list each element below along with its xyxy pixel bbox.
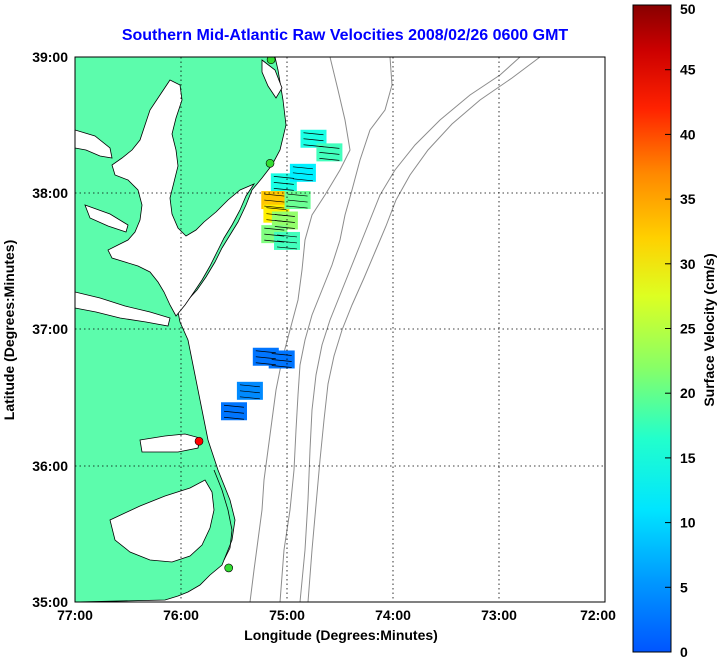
velocity-arrow bbox=[287, 199, 308, 203]
velocity-arrow bbox=[319, 152, 340, 155]
x-tick-label: 76:00 bbox=[163, 607, 199, 623]
velocity-arrow bbox=[274, 226, 295, 229]
colorbar-label: Surface Velocity (cm/s) bbox=[701, 253, 717, 406]
colorbar-tick-label: 35 bbox=[680, 191, 696, 207]
velocity-arrow bbox=[319, 146, 340, 149]
velocity-arrow bbox=[287, 205, 308, 209]
velocity-arrow bbox=[264, 239, 285, 243]
velocity-arrow bbox=[287, 193, 308, 197]
colorbar-tick-label: 5 bbox=[680, 579, 688, 595]
x-tick-label: 72:00 bbox=[580, 607, 616, 623]
velocity-arrow bbox=[273, 188, 294, 191]
velocity-arrow bbox=[271, 359, 292, 362]
colorbar-tick-label: 10 bbox=[680, 515, 696, 531]
plot-frame bbox=[74, 56, 606, 603]
colorbar-tick-label: 25 bbox=[680, 321, 696, 337]
velocity-arrow bbox=[292, 178, 313, 182]
y-axis-label: Latitude (Degrees:Minutes) bbox=[1, 240, 17, 420]
delaware-bay bbox=[261, 59, 283, 99]
velocity-arrow bbox=[264, 227, 285, 231]
james-river bbox=[75, 291, 171, 327]
y-axis: 39:00 38:00 37:00 36:00 35:00 Latitude (… bbox=[1, 49, 68, 610]
velocity-arrow bbox=[271, 365, 292, 368]
x-tick-label: 74:00 bbox=[375, 607, 411, 623]
radar-station-marker bbox=[194, 436, 204, 446]
chesapeake-bay bbox=[107, 79, 256, 317]
colorbar-tick-label: 15 bbox=[680, 450, 696, 466]
velocity-arrow bbox=[239, 384, 260, 388]
velocity-arrow bbox=[303, 132, 324, 136]
velocity-arrow bbox=[303, 138, 324, 142]
velocity-arrow bbox=[319, 158, 340, 161]
colorbar-tick-label: 0 bbox=[680, 644, 688, 659]
velocity-arrow bbox=[239, 396, 260, 400]
colorbar-tick-label: 30 bbox=[680, 256, 696, 272]
velocity-arrow bbox=[264, 199, 285, 203]
x-tick-label: 77:00 bbox=[57, 607, 93, 623]
y-tick-label: 36:00 bbox=[32, 458, 68, 474]
velocity-arrow bbox=[255, 356, 276, 360]
radar-station-marker bbox=[265, 158, 275, 168]
contour-line-outer bbox=[299, 57, 521, 602]
y-tick-label: 38:00 bbox=[32, 185, 68, 201]
velocity-arrow bbox=[264, 193, 285, 197]
velocity-arrow bbox=[274, 220, 295, 223]
velocity-arrow bbox=[274, 214, 295, 217]
york-river bbox=[84, 204, 129, 233]
velocity-arrow bbox=[223, 416, 245, 420]
velocity-arrow bbox=[276, 234, 298, 238]
outer-banks bbox=[213, 469, 233, 561]
radar-station-marker bbox=[224, 563, 233, 573]
potomac-river bbox=[75, 129, 113, 159]
contour-line-mid bbox=[279, 57, 393, 602]
colorbar-tick-label: 45 bbox=[680, 62, 696, 78]
contour-line-outermost bbox=[307, 57, 541, 602]
colorbar-tick-label: 50 bbox=[680, 1, 696, 17]
velocity-arrow bbox=[266, 207, 287, 211]
colorbar-gradient bbox=[632, 4, 672, 653]
map-title: Southern Mid-Atlantic Raw Velocities 200… bbox=[122, 27, 569, 44]
albemarle-sound bbox=[139, 433, 201, 453]
velocity-arrow bbox=[273, 182, 294, 185]
velocity-arrow bbox=[223, 404, 245, 408]
contour-line-inner bbox=[249, 57, 351, 602]
velocity-arrow bbox=[273, 176, 294, 179]
velocity-arrow bbox=[255, 362, 276, 366]
radar-stations bbox=[194, 57, 276, 573]
velocity-arrow bbox=[292, 166, 313, 170]
plot-area bbox=[74, 56, 606, 603]
velocity-arrow bbox=[271, 353, 292, 356]
velocity-arrow bbox=[223, 410, 245, 414]
x-axis: 77:00 76:00 75:00 74:00 73:00 72:00 Long… bbox=[57, 607, 616, 643]
velocity-arrow bbox=[264, 205, 285, 209]
x-tick-label: 73:00 bbox=[481, 607, 517, 623]
y-tick-label: 37:00 bbox=[32, 321, 68, 337]
velocity-arrow bbox=[264, 233, 285, 237]
bathymetry-contours bbox=[249, 57, 541, 602]
x-axis-label: Longitude (Degrees:Minutes) bbox=[244, 627, 438, 643]
grid-lines bbox=[75, 57, 605, 602]
velocity-arrow bbox=[255, 350, 276, 354]
colorbar-tick-label: 40 bbox=[680, 126, 696, 142]
y-tick-label: 39:00 bbox=[32, 49, 68, 65]
velocity-arrow bbox=[276, 246, 298, 250]
velocity-arrow bbox=[239, 390, 260, 394]
velocity-arrow bbox=[292, 172, 313, 176]
y-tick-label: 35:00 bbox=[32, 594, 68, 610]
pamlico-sound bbox=[109, 479, 215, 563]
colorbar-tick-label: 20 bbox=[680, 385, 696, 401]
radar-station-marker bbox=[266, 57, 276, 65]
x-tick-label: 75:00 bbox=[269, 607, 305, 623]
